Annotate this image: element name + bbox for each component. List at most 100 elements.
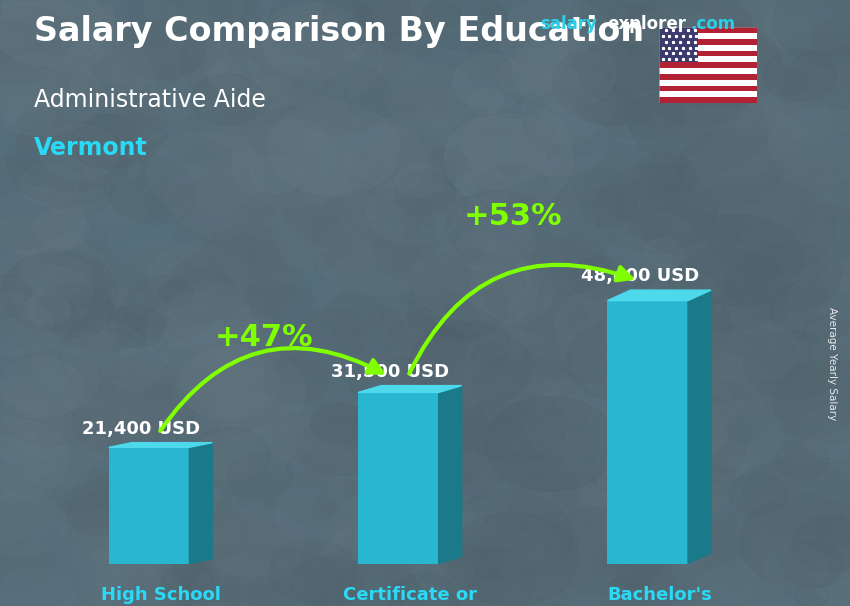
- Circle shape: [682, 300, 744, 344]
- Circle shape: [697, 0, 813, 68]
- Circle shape: [106, 305, 166, 347]
- Circle shape: [269, 191, 357, 255]
- Circle shape: [573, 520, 632, 563]
- Bar: [659, 56, 756, 62]
- Circle shape: [67, 493, 127, 536]
- Circle shape: [103, 239, 212, 316]
- Circle shape: [1, 241, 135, 336]
- Circle shape: [324, 0, 411, 43]
- Circle shape: [63, 17, 150, 79]
- Circle shape: [157, 72, 262, 147]
- Circle shape: [700, 250, 746, 282]
- Circle shape: [580, 278, 658, 334]
- Circle shape: [159, 281, 193, 305]
- Circle shape: [793, 548, 850, 606]
- Circle shape: [0, 7, 71, 70]
- Circle shape: [0, 157, 77, 251]
- Circle shape: [595, 322, 667, 374]
- Circle shape: [252, 90, 381, 181]
- Circle shape: [297, 123, 432, 219]
- Circle shape: [632, 328, 765, 422]
- Circle shape: [800, 405, 850, 458]
- Circle shape: [490, 277, 542, 314]
- Circle shape: [36, 210, 88, 248]
- Circle shape: [694, 22, 779, 83]
- Circle shape: [71, 527, 156, 587]
- Circle shape: [468, 88, 503, 114]
- Circle shape: [647, 551, 779, 606]
- Circle shape: [162, 384, 295, 479]
- Circle shape: [501, 534, 592, 599]
- Circle shape: [383, 425, 479, 493]
- Circle shape: [607, 158, 734, 248]
- Circle shape: [602, 513, 688, 574]
- Circle shape: [410, 450, 462, 487]
- Circle shape: [377, 0, 424, 29]
- Circle shape: [118, 492, 231, 573]
- Circle shape: [149, 551, 184, 577]
- Circle shape: [0, 398, 59, 459]
- Polygon shape: [358, 385, 462, 393]
- Circle shape: [0, 533, 51, 591]
- Circle shape: [0, 228, 111, 318]
- Circle shape: [145, 133, 245, 204]
- Circle shape: [444, 114, 573, 206]
- Circle shape: [611, 144, 652, 173]
- Circle shape: [94, 288, 152, 330]
- Circle shape: [177, 173, 264, 236]
- Circle shape: [660, 59, 738, 114]
- Circle shape: [169, 159, 264, 227]
- Circle shape: [128, 385, 198, 435]
- Circle shape: [59, 307, 194, 403]
- Circle shape: [34, 321, 156, 408]
- Circle shape: [812, 550, 850, 604]
- Circle shape: [728, 351, 827, 422]
- Circle shape: [249, 567, 325, 606]
- Bar: [608, 301, 688, 564]
- Circle shape: [650, 236, 714, 282]
- Circle shape: [314, 552, 415, 606]
- Circle shape: [598, 101, 651, 138]
- Text: Certificate or
Diploma: Certificate or Diploma: [343, 585, 477, 606]
- Circle shape: [346, 522, 401, 562]
- Circle shape: [774, 168, 818, 200]
- Circle shape: [429, 558, 477, 591]
- Circle shape: [16, 324, 122, 399]
- Circle shape: [295, 97, 344, 132]
- Circle shape: [294, 308, 366, 360]
- Circle shape: [702, 11, 763, 55]
- Circle shape: [584, 0, 650, 39]
- Circle shape: [743, 468, 850, 561]
- Circle shape: [507, 198, 547, 226]
- Circle shape: [553, 499, 624, 550]
- Circle shape: [674, 307, 785, 385]
- Circle shape: [0, 567, 75, 606]
- Circle shape: [555, 253, 625, 302]
- Circle shape: [271, 118, 324, 155]
- Circle shape: [664, 47, 709, 79]
- Circle shape: [592, 550, 626, 575]
- Circle shape: [0, 276, 34, 317]
- Circle shape: [172, 204, 279, 279]
- Circle shape: [113, 367, 196, 426]
- Circle shape: [0, 0, 67, 44]
- Text: Administrative Aide: Administrative Aide: [34, 88, 266, 112]
- Circle shape: [274, 0, 332, 29]
- Circle shape: [723, 102, 804, 160]
- Circle shape: [348, 325, 438, 388]
- Circle shape: [790, 166, 850, 244]
- Circle shape: [410, 92, 507, 162]
- Circle shape: [521, 561, 561, 589]
- Circle shape: [340, 200, 415, 253]
- Circle shape: [668, 50, 724, 90]
- Circle shape: [732, 335, 768, 359]
- Circle shape: [113, 465, 230, 548]
- Circle shape: [508, 470, 547, 498]
- Circle shape: [763, 48, 837, 101]
- Circle shape: [644, 239, 683, 266]
- Circle shape: [167, 245, 298, 338]
- Text: 21,400 USD: 21,400 USD: [82, 420, 200, 438]
- Circle shape: [348, 404, 401, 442]
- Circle shape: [313, 418, 419, 493]
- Circle shape: [594, 165, 717, 253]
